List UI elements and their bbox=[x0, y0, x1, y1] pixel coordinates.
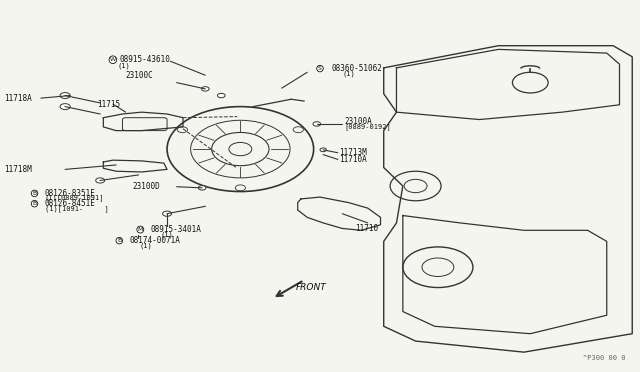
Text: [0889-0192]: [0889-0192] bbox=[344, 124, 391, 130]
Circle shape bbox=[163, 211, 172, 216]
Text: 08126-8451E: 08126-8451E bbox=[45, 199, 95, 208]
Text: S: S bbox=[318, 66, 322, 71]
Text: (1): (1) bbox=[117, 63, 130, 69]
Text: ^P300 00 0: ^P300 00 0 bbox=[584, 355, 626, 361]
Text: B: B bbox=[117, 238, 122, 243]
Text: 11710: 11710 bbox=[355, 224, 378, 233]
Text: 11715: 11715 bbox=[97, 100, 120, 109]
Circle shape bbox=[96, 178, 104, 183]
Text: 11710A: 11710A bbox=[339, 155, 367, 164]
Text: 08360-51062: 08360-51062 bbox=[332, 64, 382, 73]
Text: (1): (1) bbox=[342, 71, 355, 77]
Circle shape bbox=[60, 104, 70, 110]
Text: 08915-43610: 08915-43610 bbox=[119, 55, 170, 64]
Text: FRONT: FRONT bbox=[296, 283, 326, 292]
Text: (1): (1) bbox=[140, 243, 152, 249]
Circle shape bbox=[218, 93, 225, 98]
Text: 08126-8351E: 08126-8351E bbox=[45, 189, 95, 198]
Text: 11718M: 11718M bbox=[4, 165, 33, 174]
Circle shape bbox=[198, 186, 206, 190]
Text: B: B bbox=[33, 191, 36, 196]
Text: 08915-3401A: 08915-3401A bbox=[150, 225, 202, 234]
Circle shape bbox=[60, 93, 70, 99]
Text: 23100C: 23100C bbox=[125, 71, 154, 80]
Circle shape bbox=[202, 87, 209, 91]
Text: 23100A: 23100A bbox=[344, 117, 372, 126]
Text: 11713M: 11713M bbox=[339, 148, 367, 157]
Text: B: B bbox=[33, 201, 36, 206]
Text: (1): (1) bbox=[161, 231, 173, 238]
Text: M: M bbox=[138, 227, 143, 232]
Text: (1)[0889-1091]: (1)[0889-1091] bbox=[45, 195, 104, 201]
Text: 23100D: 23100D bbox=[132, 182, 160, 191]
Circle shape bbox=[320, 148, 326, 152]
Text: 11718A: 11718A bbox=[4, 94, 33, 103]
Text: 08174-0071A: 08174-0071A bbox=[129, 236, 180, 245]
Text: (1)[1091-     ]: (1)[1091- ] bbox=[45, 205, 108, 212]
Circle shape bbox=[313, 122, 321, 126]
Text: W: W bbox=[110, 57, 116, 62]
